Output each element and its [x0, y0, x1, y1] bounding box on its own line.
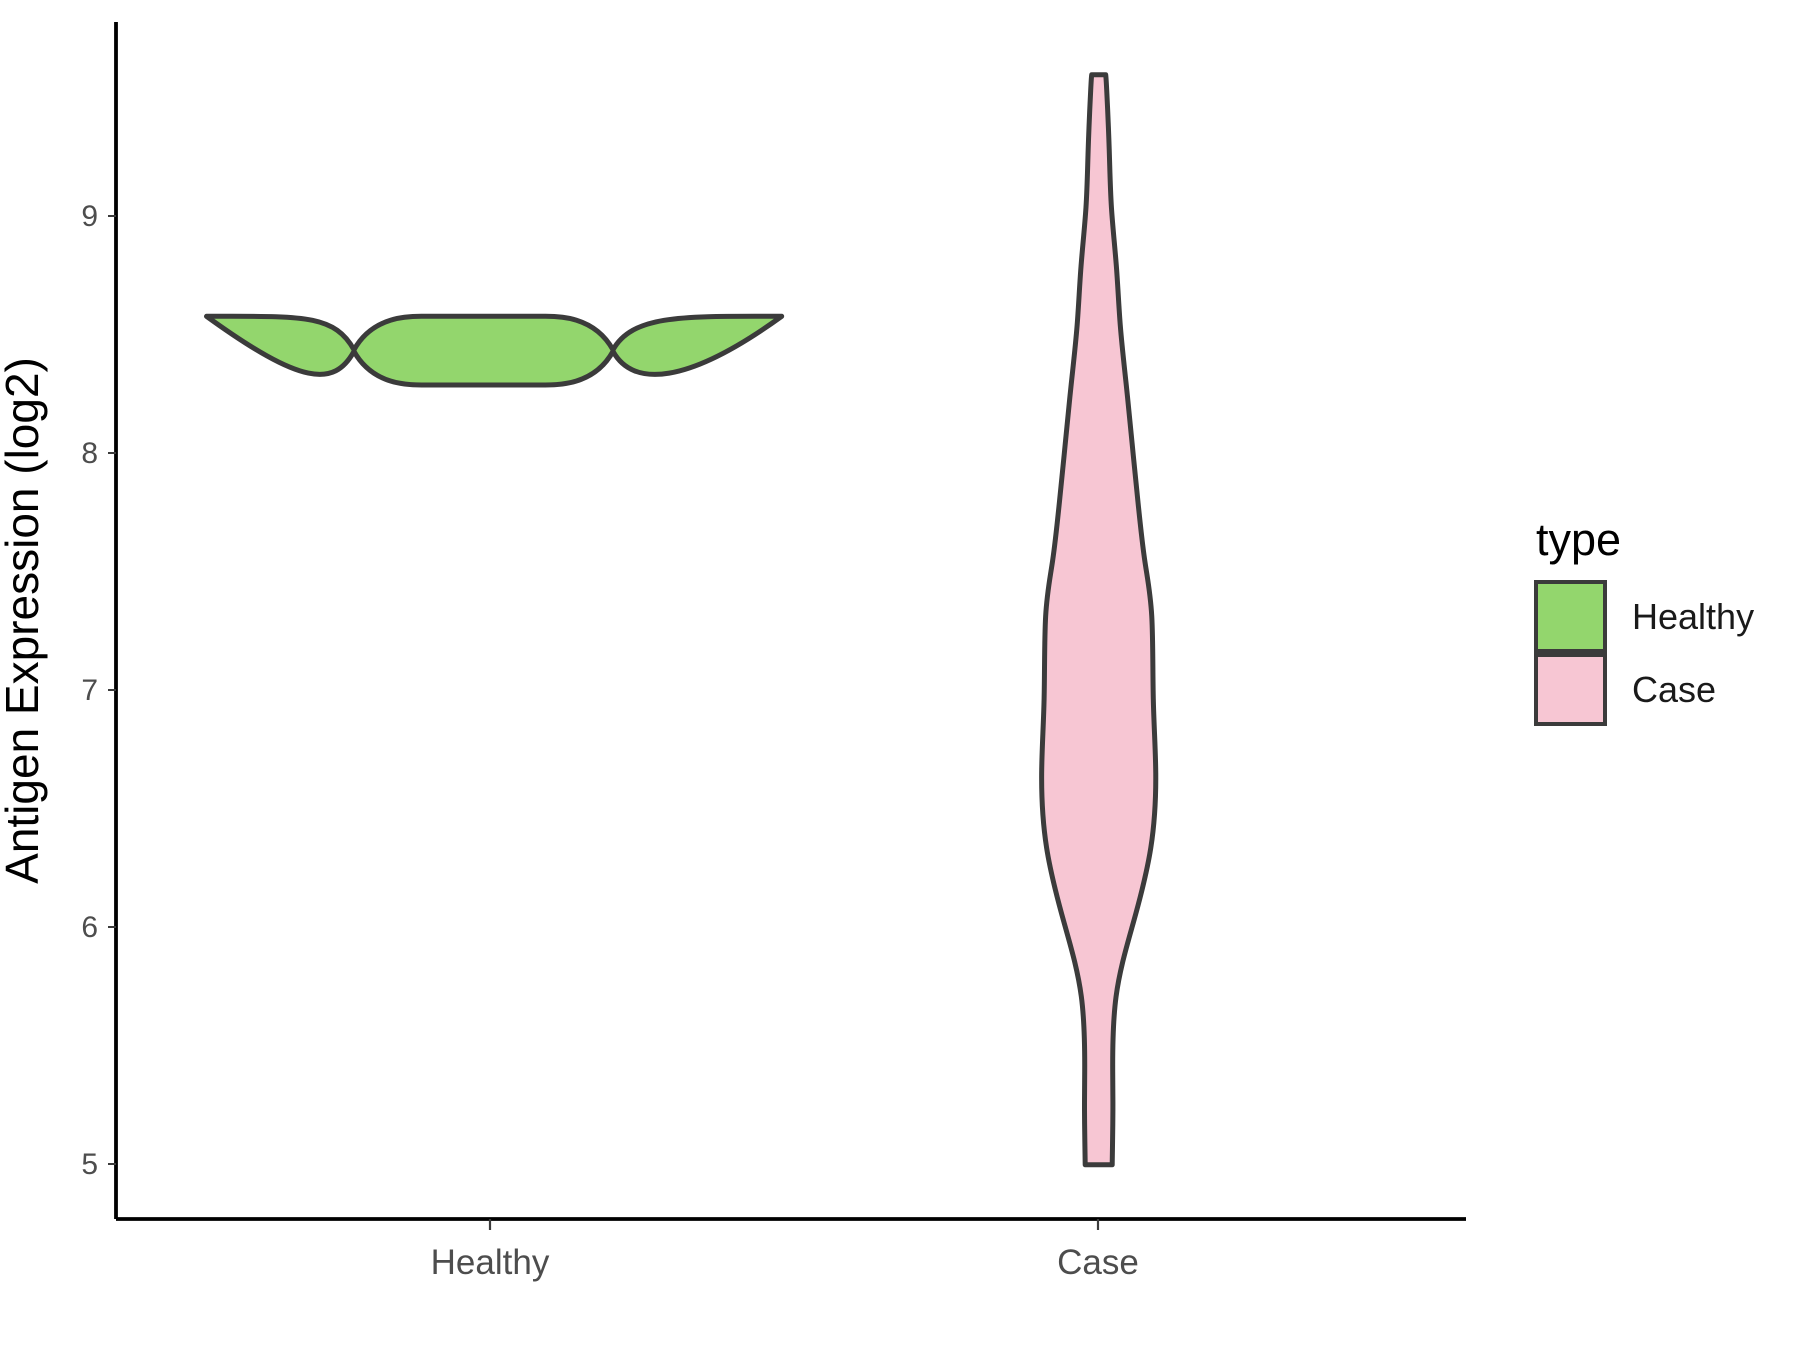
svg-text:Healthy: Healthy	[431, 1243, 550, 1282]
svg-text:Antigen Expression (log2): Antigen Expression (log2)	[0, 357, 48, 884]
svg-text:8: 8	[81, 437, 98, 470]
svg-text:6: 6	[81, 911, 98, 944]
svg-text:Case: Case	[1057, 1243, 1139, 1282]
svg-text:5: 5	[81, 1148, 98, 1181]
svg-text:7: 7	[81, 674, 98, 707]
svg-text:type: type	[1536, 514, 1621, 565]
svg-text:Healthy: Healthy	[1632, 596, 1754, 637]
svg-text:Case: Case	[1632, 669, 1716, 710]
svg-text:9: 9	[81, 200, 98, 233]
